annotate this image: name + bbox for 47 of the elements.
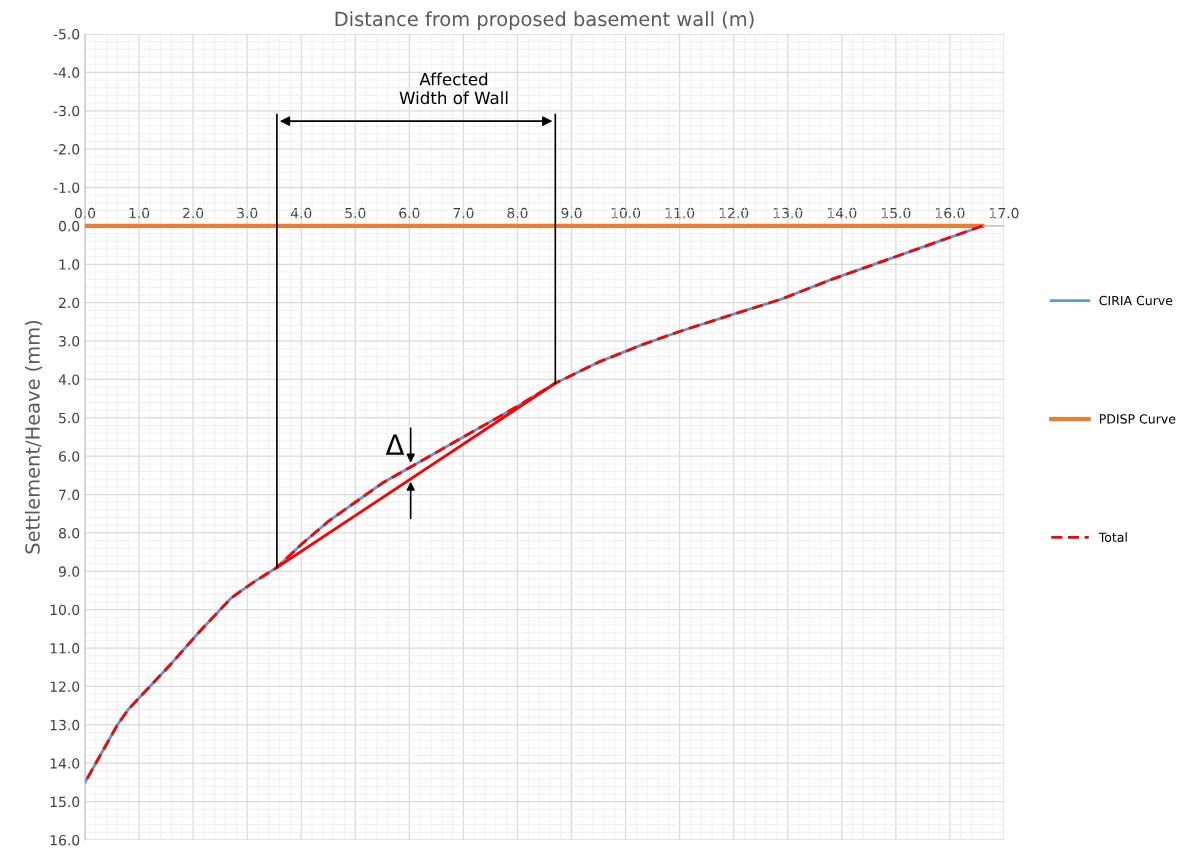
- y-tick-label: 4.0: [58, 374, 80, 385]
- y-tick-label: 9.0: [58, 566, 80, 577]
- y-tick-label: -4.0: [53, 67, 80, 78]
- y-tick-label: 2.0: [59, 297, 80, 309]
- x-axis-title: Distance from proposed basement wall (m): [335, 11, 754, 31]
- y-tick-label: 5.0: [59, 412, 80, 424]
- x-tick-label: 1.0: [129, 207, 150, 219]
- x-tick-label: 15.0: [881, 207, 911, 219]
- y-tick-label: 0.0: [58, 220, 80, 232]
- y-tick-label: -2.0: [53, 144, 80, 155]
- y-tick-label: 12.0: [50, 681, 80, 692]
- y-tick-label: 1.0: [59, 259, 80, 270]
- y-tick-label: 14.0: [50, 758, 80, 769]
- y-tick-label: -1.0: [53, 182, 80, 193]
- y-tick-label: 13.0: [50, 719, 80, 731]
- x-tick-label: 7.0: [453, 207, 474, 219]
- x-tick-label: 0.0: [74, 207, 96, 219]
- x-tick-label: 6.0: [399, 207, 420, 219]
- y-tick-label: 8.0: [58, 527, 80, 539]
- legend-label: CIRIA Curve: [1099, 295, 1173, 306]
- x-tick-label: 16.0: [936, 207, 965, 219]
- y-tick-label: 15.0: [50, 796, 80, 808]
- x-tick-label: 4.0: [290, 207, 312, 219]
- x-tick-label: 13.0: [773, 207, 803, 219]
- legend-label: PDISP Curve: [1099, 414, 1176, 424]
- y-tick-label: 7.0: [59, 489, 80, 501]
- y-tick-label: -3.0: [53, 105, 80, 117]
- annotation: Δ: [385, 434, 405, 455]
- x-tick-label: 12.0: [719, 207, 749, 219]
- legend-label: Total: [1098, 532, 1127, 542]
- y-axis-title: Settlement/Heave (mm): [24, 320, 43, 554]
- x-tick-label: 9.0: [561, 207, 582, 219]
- annotation: Affected Width of Wall: [399, 72, 508, 105]
- y-tick-label: 3.0: [59, 336, 80, 347]
- y-tick-label: 6.0: [59, 451, 80, 462]
- x-tick-label: 5.0: [345, 207, 366, 219]
- x-tick-label: 17.0: [990, 207, 1019, 219]
- y-tick-label: 10.0: [50, 604, 80, 616]
- x-tick-label: 8.0: [507, 207, 528, 219]
- x-tick-label: 3.0: [237, 207, 258, 219]
- y-tick-label: -5.0: [53, 28, 80, 40]
- y-tick-label: 11.0: [50, 643, 80, 654]
- x-tick-label: 11.0: [665, 207, 695, 219]
- x-tick-label: 10.0: [611, 207, 641, 219]
- x-tick-label: 2.0: [183, 207, 204, 219]
- y-tick-label: 16.0: [50, 834, 80, 846]
- x-tick-label: 14.0: [827, 207, 857, 219]
